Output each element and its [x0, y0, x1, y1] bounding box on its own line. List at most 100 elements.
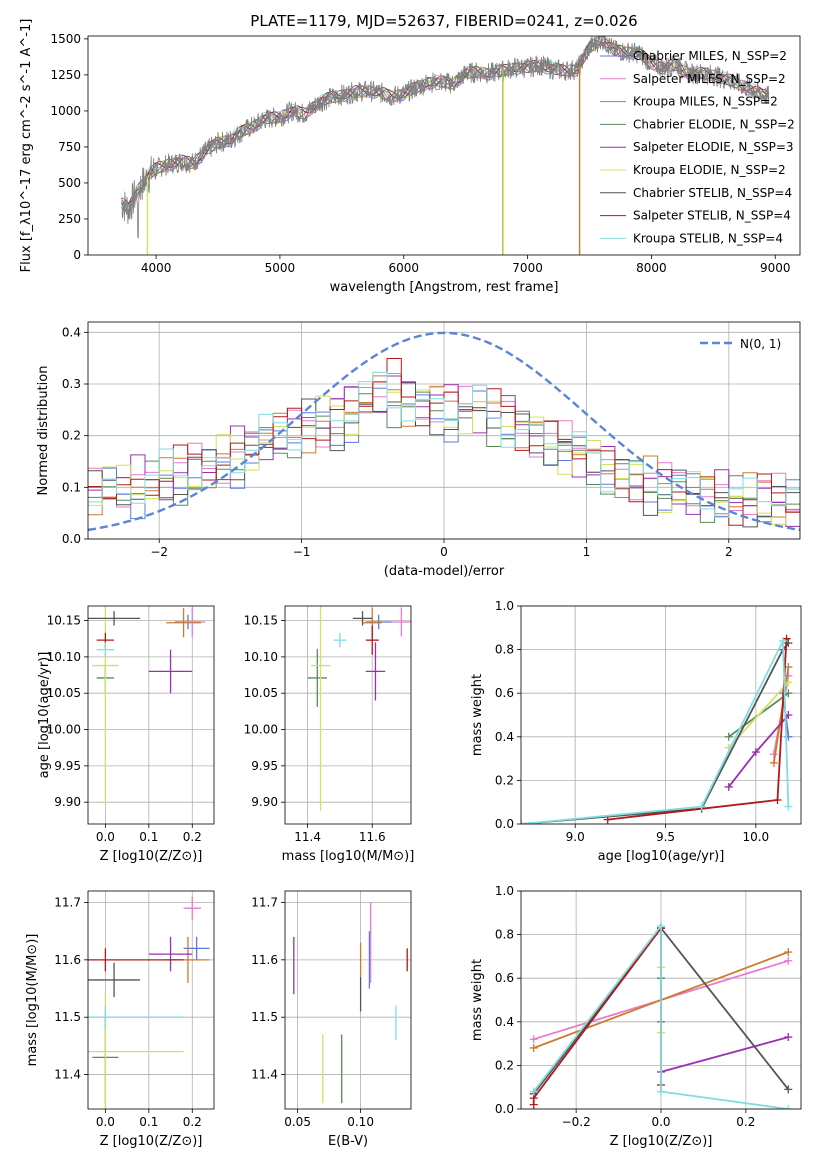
- histogram-legend: N(0, 1): [700, 337, 781, 351]
- legend-label: Kroupa MILES, N_SSP=2: [633, 95, 778, 109]
- weight-line-salpeter-stelib: [607, 638, 788, 821]
- y-tick-label: 11.6: [251, 953, 278, 967]
- y-tick-label: 0.1: [62, 480, 81, 494]
- errorbar-point: [352, 611, 373, 626]
- weight-line-salpeter-elodie: [660, 1036, 789, 1073]
- y-tick-label: 0.6: [495, 971, 514, 985]
- y-tick-label: 9.90: [251, 795, 278, 809]
- legend-label: Salpeter ELODIE, N_SSP=3: [633, 140, 794, 154]
- weight-marker: [773, 796, 782, 805]
- x-axis-label: mass [log10(M/M⊙)]: [282, 849, 415, 864]
- errorbar-point: [88, 611, 141, 626]
- legend-label: Kroupa STELIB, N_SSP=4: [633, 231, 783, 245]
- axes-frame: [87, 35, 801, 256]
- errorbar-point: [307, 648, 327, 708]
- plot-area-age-vs-mass: [307, 606, 411, 811]
- y-tick-label: 11.7: [251, 895, 278, 909]
- legend-label: Chabrier STELIB, N_SSP=4: [633, 186, 792, 200]
- y-tick-label: 11.4: [251, 1068, 278, 1082]
- errorbar-point: [365, 614, 392, 630]
- axes-frame: [284, 605, 412, 825]
- y-axis-label: Flux [f_λ10^-17 erg cm^-2 s^-1 A^-1]: [19, 19, 34, 273]
- axes-age-vs-Z: 0.0 0.1 0.2 9.90 9.95 10.00 10.05 10.10 10.15 Z […: [37, 605, 215, 864]
- weight-marker: [529, 1087, 538, 1096]
- y-tick-label: 1000: [50, 104, 81, 118]
- x-tick-label: 4000: [141, 261, 172, 275]
- x-tick-label: −0.2: [562, 1115, 591, 1129]
- axes-weight-vs-age: 9.0 9.5 10.0 0.0 0.2 0.4 0.6 0.8 1.0 age [log10(a…: [470, 599, 802, 864]
- errorbar-point: [365, 642, 386, 701]
- axes-frame: [520, 890, 802, 1110]
- weight-marker: [784, 1085, 793, 1094]
- x-tick-label: 0.10: [347, 1115, 374, 1129]
- y-tick-label: 11.5: [251, 1010, 278, 1024]
- axes-frame: [87, 321, 801, 540]
- plot-area-residuals: [88, 331, 800, 532]
- legend-label: Chabrier MILES, N_SSP=2: [633, 49, 787, 63]
- x-axis-label: wavelength [Angstrom, rest frame]: [330, 280, 559, 295]
- axes-residuals: −2 −1 0 1 2 0.0 0.1 0.2 0.3 0.4 (data-model)/error…: [36, 321, 801, 579]
- y-tick-label: 9.95: [251, 759, 278, 773]
- y-tick-label: 0.4: [495, 1015, 514, 1029]
- errorbar-point: [92, 606, 119, 804]
- y-tick-label: 500: [58, 176, 81, 190]
- x-tick-label: 0.0: [96, 1115, 115, 1129]
- weight-marker: [784, 956, 793, 965]
- y-tick-label: 11.5: [54, 1010, 81, 1024]
- x-tick-label: 0.2: [736, 1115, 755, 1129]
- weight-marker: [724, 782, 733, 791]
- errorbar-point: [88, 948, 184, 972]
- x-tick-label: −1: [293, 545, 311, 559]
- y-tick-label: 0.2: [62, 429, 81, 443]
- weight-marker: [784, 678, 793, 687]
- errorbar-point: [365, 625, 379, 655]
- x-tick-label: 7000: [512, 261, 543, 275]
- axes-weight-vs-Z: −0.2 0.0 0.2 0.0 0.2 0.4 0.6 0.8 1.0 Z [log10(Z/Z…: [470, 884, 802, 1149]
- y-axis-label: mass [log10(M/M⊙)]: [25, 934, 40, 1067]
- x-tick-label: −2: [150, 545, 168, 559]
- y-tick-label: 10.00: [244, 723, 278, 737]
- y-tick-label: 10.05: [47, 686, 81, 700]
- y-tick-label: 10.10: [47, 650, 81, 664]
- y-tick-label: 11.6: [54, 953, 81, 967]
- x-tick-label: 0.2: [183, 830, 202, 844]
- weight-marker: [697, 802, 706, 811]
- y-tick-label: 1.0: [495, 884, 514, 898]
- histogram-step-salpeter-stelib: [88, 358, 800, 526]
- y-tick-label: 0.8: [495, 928, 514, 942]
- y-tick-label: 10.10: [244, 650, 278, 664]
- x-axis-label: age [log10(age/yr)]: [598, 849, 725, 864]
- x-tick-label: 8000: [636, 261, 667, 275]
- y-tick-label: 750: [58, 140, 81, 154]
- weight-marker: [784, 689, 793, 698]
- axes-frame: [87, 605, 215, 825]
- y-tick-label: 250: [58, 212, 81, 226]
- y-axis-label: Normed distribution: [36, 366, 51, 496]
- x-axis-label: Z [log10(Z/Z⊙)]: [100, 849, 203, 864]
- x-axis-label: E(B-V): [328, 1134, 368, 1149]
- y-tick-label: 0.0: [62, 532, 81, 546]
- weight-line-salpeter-stelib: [532, 925, 662, 1105]
- axes-mass-vs-Z: 0.0 0.1 0.2 11.4 11.5 11.6 11.7 Z [log10(Z/Z⊙)]…: [25, 890, 215, 1149]
- y-tick-label: 11.7: [54, 895, 81, 909]
- axes-mass-vs-ebv: 0.05 0.10 11.4 11.5 11.6 11.7 E(B-V): [251, 890, 412, 1149]
- plot-area-age-vs-Z: [88, 606, 206, 804]
- weight-marker: [529, 1043, 538, 1052]
- errorbar-point: [166, 608, 201, 638]
- weight-marker: [751, 748, 760, 757]
- y-tick-label: 1250: [50, 68, 81, 82]
- x-axis-label: Z [log10(Z/Z⊙)]: [100, 1134, 203, 1149]
- errorbar-point: [96, 642, 115, 657]
- x-tick-label: 0.0: [651, 1115, 670, 1129]
- plot-area-mass-vs-ebv: [293, 902, 408, 1104]
- x-tick-label: 11.4: [294, 830, 321, 844]
- legend-label: Salpeter STELIB, N_SSP=4: [633, 209, 791, 223]
- y-axis-label: mass weight: [470, 674, 485, 756]
- histogram-step-kroupa-stelib: [88, 371, 800, 518]
- x-tick-label: 0: [440, 545, 448, 559]
- plot-area-mass-vs-Z: [88, 896, 210, 1109]
- weight-line-chabrier-stelib: [521, 642, 790, 824]
- weight-marker: [724, 732, 733, 741]
- weight-marker: [778, 636, 787, 645]
- x-axis-label: (data-model)/error: [384, 564, 505, 579]
